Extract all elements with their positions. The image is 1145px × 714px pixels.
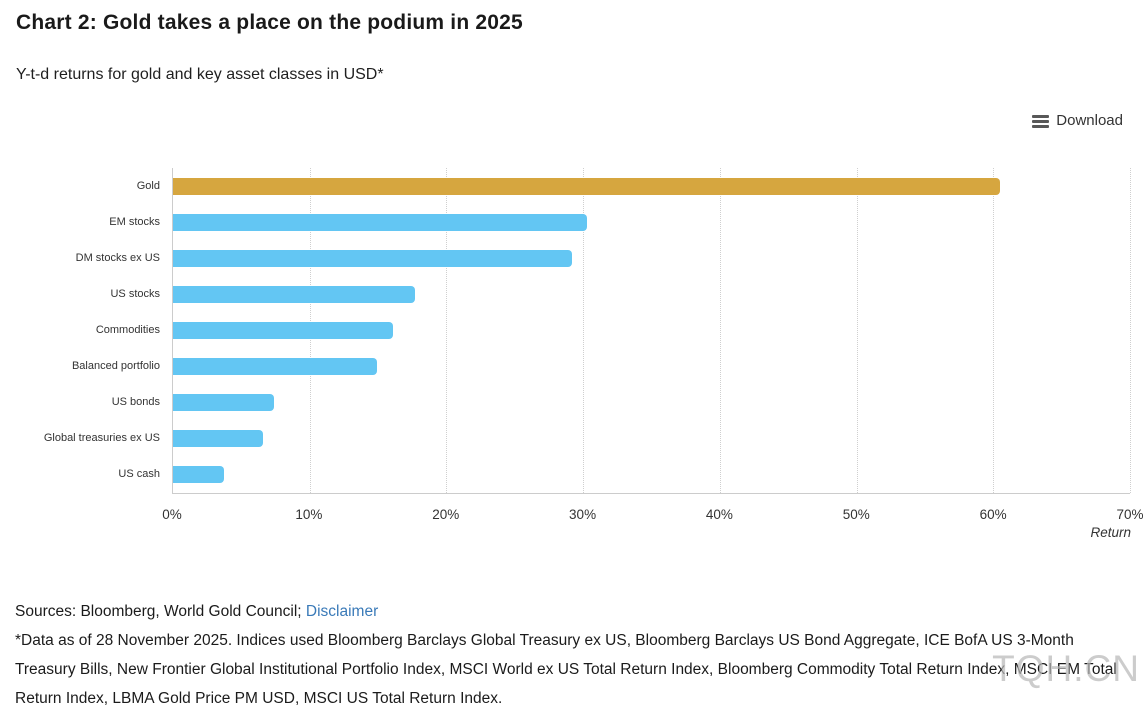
gridline-30% [583, 168, 585, 493]
sources-line: Sources: Bloomberg, World Gold Council; … [15, 597, 1131, 626]
category-label-us-stocks: US stocks [110, 288, 160, 300]
x-tick-30: 30% [569, 507, 597, 522]
bar-balanced-portfolio[interactable] [173, 358, 377, 375]
bar-us-bonds[interactable] [173, 394, 275, 411]
footnote-text: *Data as of 28 November 2025. Indices us… [15, 632, 1117, 707]
download-button[interactable]: Download [1032, 112, 1123, 129]
bar-global-treasuries-ex-us[interactable] [173, 430, 264, 447]
chart-footer: Sources: Bloomberg, World Gold Council; … [15, 597, 1131, 713]
download-label: Download [1056, 112, 1123, 129]
bar-em-stocks[interactable] [173, 214, 588, 231]
gridline-70% [1130, 168, 1131, 493]
category-label-gold: Gold [136, 180, 160, 192]
disclaimer-link[interactable]: Disclaimer [305, 603, 379, 620]
category-label-dm-stocks-ex-us: DM stocks ex US [75, 252, 160, 264]
bar-chart: Gold EM stocks DM stocks ex US US stocks Com… [0, 168, 1145, 494]
category-label-global-treasuries-ex-us: Global treasuries ex US [43, 432, 160, 444]
x-axis-title: Return [1090, 525, 1131, 540]
gridline-40% [719, 168, 721, 493]
category-label-em-stocks: EM stocks [109, 216, 160, 228]
bar-commodities[interactable] [173, 322, 394, 339]
chart-subtitle: Y-t-d returns for gold and key asset cla… [16, 66, 384, 83]
x-tick-20: 20% [432, 507, 460, 522]
category-label-balanced-portfolio: Balanced portfolio [71, 360, 160, 372]
x-tick-40: 40% [705, 507, 733, 522]
chart-title: Chart 2: Gold takes a place on the podiu… [16, 11, 523, 34]
x-tick-50: 50% [842, 507, 870, 522]
bar-us-cash[interactable] [173, 466, 224, 483]
category-label-us-cash: US cash [118, 468, 160, 480]
gridline-60% [993, 168, 995, 493]
x-tick-10: 10% [295, 507, 323, 522]
x-tick-0: 0% [162, 507, 182, 522]
x-tick-60: 60% [979, 507, 1007, 522]
bar-gold[interactable] [173, 178, 1001, 195]
gridline-50% [856, 168, 858, 493]
bar-us-stocks[interactable] [173, 286, 415, 303]
category-label-commodities: Commodities [95, 324, 160, 336]
category-label-us-bonds: US bonds [111, 396, 160, 408]
plot-area [172, 168, 1131, 494]
gridline-20% [446, 168, 448, 493]
hamburger-menu-icon [1032, 114, 1050, 128]
sources-text: Sources: Bloomberg, World Gold Council; [15, 603, 306, 620]
x-tick-70: 70% [1116, 507, 1144, 522]
bar-dm-stocks-ex-us[interactable] [173, 250, 573, 267]
